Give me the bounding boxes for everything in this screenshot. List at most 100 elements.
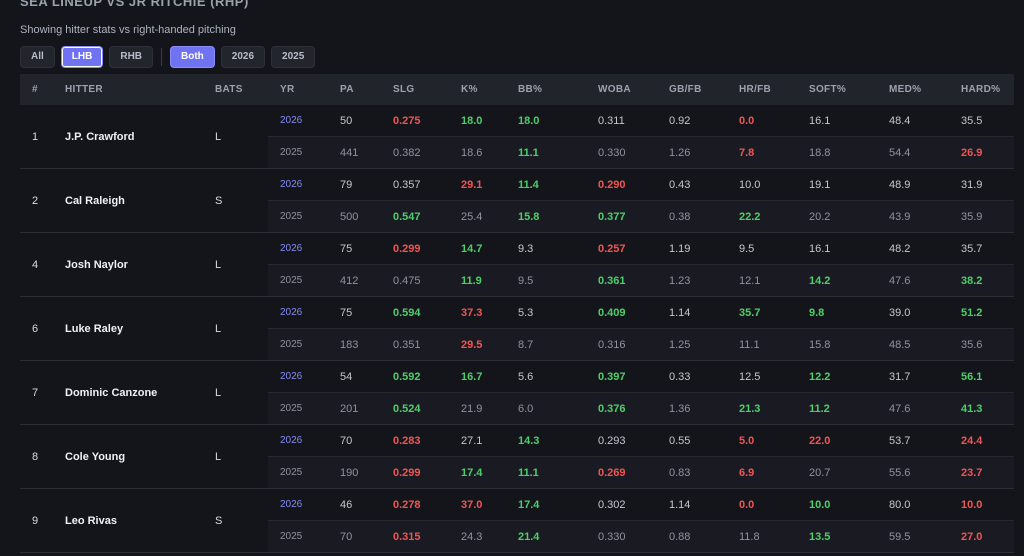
med-pct-cell: 47.6	[877, 392, 949, 425]
k-pct-cell: 24.3	[449, 520, 506, 553]
hitter-name[interactable]: Dominic Canzone	[53, 360, 203, 425]
col-header-hard-pct[interactable]: HARD%	[949, 74, 1014, 105]
bb-pct-cell: 11.4	[506, 168, 586, 201]
slg-cell: 0.299	[381, 456, 449, 489]
hitter-name[interactable]: Cal Raleigh	[53, 168, 203, 233]
col-header-woba[interactable]: WOBA	[586, 74, 657, 105]
bb-pct-cell: 5.3	[506, 296, 586, 329]
table-row[interactable]: 2025 412 0.475 11.9 9.5 0.361 1.23 12.1 14.2 47.6…	[20, 264, 1014, 297]
soft-pct-cell: 12.2	[797, 360, 877, 393]
woba-cell: 0.397	[586, 360, 657, 393]
gb-fb-cell: 1.25	[657, 328, 727, 361]
hr-fb-cell: 10.0	[727, 168, 797, 201]
table-row[interactable]: 8 Cole Young L 2026 70 0.283 27.1 14.3 0.293 0.55…	[20, 424, 1014, 489]
year-cell: 2025	[268, 392, 328, 425]
gb-fb-cell: 1.14	[657, 488, 727, 521]
table-row[interactable]: 9 Leo Rivas S 2026 46 0.278 37.0 17.4 0.302 1.14 0…	[20, 488, 1014, 553]
player-number: 8	[20, 424, 53, 489]
bats-hand: L	[203, 424, 268, 489]
col-header-rank[interactable]: #	[20, 74, 53, 105]
slg-cell: 0.278	[381, 488, 449, 521]
year-cell: 2025	[268, 328, 328, 361]
table-row[interactable]: 7 Dominic Canzone L 2026 54 0.592 16.7 5.6 0.397…	[20, 360, 1014, 425]
bats-hand: L	[203, 360, 268, 425]
filter-2026-button[interactable]: 2026	[220, 46, 266, 68]
k-pct-cell: 16.7	[449, 360, 506, 393]
gb-fb-cell: 0.38	[657, 200, 727, 233]
col-header-gb-fb[interactable]: GB/FB	[657, 74, 727, 105]
col-header-yr[interactable]: YR	[268, 74, 328, 105]
med-pct-cell: 48.9	[877, 168, 949, 201]
k-pct-cell: 18.6	[449, 136, 506, 169]
bb-pct-cell: 11.1	[506, 456, 586, 489]
pa-cell: 70	[328, 424, 381, 457]
table-row[interactable]: 2 Cal Raleigh S 2026 79 0.357 29.1 11.4 0.290 0.4…	[20, 168, 1014, 233]
table-row[interactable]: 2025 183 0.351 29.5 8.7 0.316 1.25 11.1 15.8 48.5…	[20, 328, 1014, 361]
bats-hand: L	[203, 232, 268, 297]
table-row[interactable]: 4 Josh Naylor L 2026 75 0.299 14.7 9.3 0.257 1.19…	[20, 232, 1014, 297]
table-row[interactable]: 2025 190 0.299 17.4 11.1 0.269 0.83 6.9 20.7 55.6…	[20, 456, 1014, 489]
gb-fb-cell: 1.23	[657, 264, 727, 297]
table-row[interactable]: 6 Luke Raley L 2026 75 0.594 37.3 5.3 0.409 1.14 3…	[20, 296, 1014, 361]
hard-pct-cell: 24.4	[949, 424, 1014, 457]
col-header-hitter[interactable]: HITTER	[53, 74, 203, 105]
woba-cell: 0.311	[586, 105, 657, 137]
hitter-name[interactable]: Leo Rivas	[53, 488, 203, 553]
woba-cell: 0.293	[586, 424, 657, 457]
k-pct-cell: 29.5	[449, 328, 506, 361]
soft-pct-cell: 16.1	[797, 232, 877, 265]
hitter-name[interactable]: Luke Raley	[53, 296, 203, 361]
table-row[interactable]: 2025 500 0.547 25.4 15.8 0.377 0.38 22.2 20.2 43.…	[20, 200, 1014, 233]
k-pct-cell: 25.4	[449, 200, 506, 233]
woba-cell: 0.330	[586, 136, 657, 169]
hr-fb-cell: 12.5	[727, 360, 797, 393]
table-row[interactable]: 2025 70 0.315 24.3 21.4 0.330 0.88 11.8 13.5 59.5…	[20, 520, 1014, 553]
hard-pct-cell: 26.9	[949, 136, 1014, 169]
filter-lhb-button[interactable]: LHB	[60, 46, 104, 68]
woba-cell: 0.316	[586, 328, 657, 361]
year-cell: 2026	[268, 488, 328, 521]
filter-2025-button[interactable]: 2025	[271, 46, 316, 68]
filter-both-button[interactable]: Both	[170, 46, 215, 68]
col-header-pa[interactable]: PA	[328, 74, 381, 105]
hitter-name[interactable]: Cole Young	[53, 424, 203, 489]
filter-rhb-button[interactable]: RHB	[109, 46, 154, 68]
col-header-med-pct[interactable]: MED%	[877, 74, 949, 105]
pa-cell: 190	[328, 456, 381, 489]
bb-pct-cell: 17.4	[506, 488, 586, 521]
bb-pct-cell: 21.4	[506, 520, 586, 553]
hr-fb-cell: 9.5	[727, 232, 797, 265]
player-number: 9	[20, 488, 53, 553]
soft-pct-cell: 11.2	[797, 392, 877, 425]
woba-cell: 0.290	[586, 168, 657, 201]
col-header-hr-fb[interactable]: HR/FB	[727, 74, 797, 105]
hard-pct-cell: 10.0	[949, 488, 1014, 521]
hitter-name[interactable]: Josh Naylor	[53, 232, 203, 297]
bb-pct-cell: 9.3	[506, 232, 586, 265]
woba-cell: 0.376	[586, 392, 657, 425]
hitter-name[interactable]: J.P. Crawford	[53, 105, 203, 169]
col-header-bb-pct[interactable]: BB%	[506, 74, 586, 105]
bats-hand: S	[203, 168, 268, 233]
k-pct-cell: 14.7	[449, 232, 506, 265]
med-pct-cell: 48.4	[877, 105, 949, 137]
year-cell: 2026	[268, 105, 328, 137]
col-header-bats[interactable]: BATS	[203, 74, 268, 105]
k-pct-cell: 29.1	[449, 168, 506, 201]
col-header-slg[interactable]: SLG	[381, 74, 449, 105]
slg-cell: 0.299	[381, 232, 449, 265]
woba-cell: 0.330	[586, 520, 657, 553]
gb-fb-cell: 0.83	[657, 456, 727, 489]
col-header-soft-pct[interactable]: SOFT%	[797, 74, 877, 105]
table-row[interactable]: 2025 201 0.524 21.9 6.0 0.376 1.36 21.3 11.2 47.6…	[20, 392, 1014, 425]
k-pct-cell: 27.1	[449, 424, 506, 457]
table-row[interactable]: 2025 441 0.382 18.6 11.1 0.330 1.26 7.8 18.8 54.4…	[20, 136, 1014, 169]
stats-table: # HITTER BATS YR PA SLG K% BB% WOBA GB/F…	[20, 74, 1014, 553]
col-header-k-pct[interactable]: K%	[449, 74, 506, 105]
filter-all-button[interactable]: All	[20, 46, 55, 68]
year-cell: 2025	[268, 136, 328, 169]
hr-fb-cell: 35.7	[727, 296, 797, 329]
hard-pct-cell: 56.1	[949, 360, 1014, 393]
table-row[interactable]: 1 J.P. Crawford L 2026 50 0.275 18.0 18.0 0.311 0…	[20, 105, 1014, 169]
hr-fb-cell: 0.0	[727, 105, 797, 137]
